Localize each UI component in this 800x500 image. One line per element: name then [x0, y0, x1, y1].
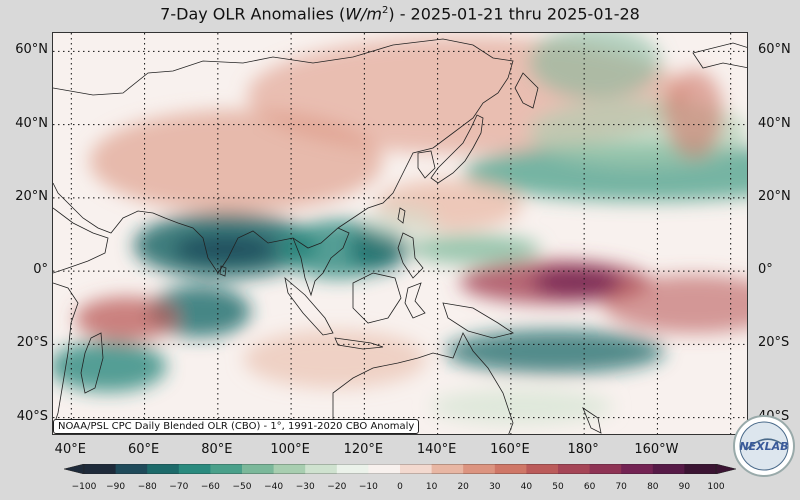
latitude-label: 20°N [15, 188, 48, 204]
colorbar-tick-label: −20 [327, 482, 347, 492]
colorbar-segment [494, 464, 527, 474]
colorbar-segment [589, 464, 622, 474]
colorbar-tick-label: −90 [106, 482, 126, 492]
anomaly-region [532, 267, 621, 297]
colorbar-tick-label: −30 [295, 482, 315, 492]
latitude-label: 0° [33, 262, 48, 278]
longitude-label: 140°E [416, 442, 457, 457]
latitude-label: 40°N [15, 115, 48, 131]
longitude-label: 80°E [201, 442, 233, 457]
anomaly-region [89, 109, 383, 213]
longitude-label: 60°E [127, 442, 160, 457]
colorbar-segment [178, 464, 211, 474]
colorbar-segment [526, 464, 559, 474]
colorbar-tick-label: 20 [457, 482, 469, 492]
latitude-label: 40°S [16, 408, 48, 424]
colorbar-segment [336, 464, 369, 474]
nexlab-logo: NEXLAB [733, 415, 795, 477]
colorbar-tick-label: 10 [425, 482, 438, 492]
data-source-note: NOAA/PSL CPC Daily Blended OLR (CBO) - 1… [53, 419, 420, 434]
colorbar-segment [684, 464, 717, 474]
colorbar-segment [463, 464, 496, 474]
anomaly-region [430, 388, 614, 426]
anomaly-region [408, 234, 541, 264]
colorbar-tick-label: 50 [552, 482, 564, 492]
colorbar-tick-label: 100 [707, 482, 725, 492]
latitude-label: 40°N [758, 115, 791, 131]
latitude-label: 60°N [758, 42, 791, 58]
colorbar-tick-label: −40 [264, 482, 284, 492]
coastlines [53, 38, 747, 434]
colorbar-segment [242, 464, 275, 474]
longitude-label: 180° [567, 442, 599, 457]
colorbar-segment [305, 464, 338, 474]
colorbar-segment [273, 464, 306, 474]
map-title: 7-Day OLR Anomalies (W/m2) - 2025-01-21 … [160, 4, 640, 24]
colorbar-tick-label: 0 [397, 482, 403, 492]
logo-text: NEXLAB [739, 440, 788, 453]
colorbar-tick-label: −100 [71, 482, 97, 492]
colorbar-segment [368, 464, 401, 474]
anomaly-region [444, 329, 665, 374]
colorbar-segment [431, 464, 464, 474]
colorbar-tick-label: 30 [489, 482, 501, 492]
colorbar-tick-label: −70 [169, 482, 189, 492]
colorbar-tick-label: 80 [647, 482, 659, 492]
anomaly-region [53, 340, 167, 393]
anomaly-region [529, 33, 662, 99]
anomaly-region [173, 234, 277, 264]
colorbar-segment [210, 464, 243, 474]
graticule [53, 33, 747, 434]
colorbar [64, 464, 736, 474]
latitude-label: 20°N [758, 188, 791, 204]
colorbar-segment [115, 464, 148, 474]
latitude-label: 20°S [16, 335, 48, 351]
longitude-label: 120°E [343, 442, 384, 457]
colorbar-tick-label: −50 [232, 482, 252, 492]
colorbar-segment [84, 464, 117, 474]
latitude-label: 0° [758, 262, 773, 278]
colorbar-tick-label: −60 [200, 482, 220, 492]
colorbar-segment [652, 464, 685, 474]
latitude-label: 20°S [758, 335, 790, 351]
anomaly-region [602, 274, 747, 334]
anomaly-region [664, 69, 724, 158]
colorbar-tick-label: 60 [583, 482, 596, 492]
colorbar-tick-label: −10 [358, 482, 378, 492]
longitude-label: 160°W [634, 442, 679, 457]
anomaly-field [53, 33, 747, 426]
colorbar-segment [400, 464, 433, 474]
colorbar-min-extend [64, 464, 85, 474]
colorbar-tick-label: −80 [137, 482, 157, 492]
colorbar-tick-label: 90 [678, 482, 691, 492]
colorbar-segment [558, 464, 591, 474]
colorbar-tick-label: 70 [615, 482, 627, 492]
colorbar-segment [147, 464, 180, 474]
anomaly-region [74, 296, 178, 341]
anomaly-map [52, 32, 748, 435]
longitude-label: 100°E [270, 442, 310, 457]
colorbar-segment [621, 464, 654, 474]
latitude-label: 60°N [15, 42, 48, 58]
colorbar-tick-label: 40 [520, 482, 533, 492]
longitude-label: 40°E [54, 442, 86, 457]
colorbar-frame [83, 464, 717, 474]
anomaly-region [364, 205, 438, 242]
longitude-label: 160°E [490, 442, 530, 457]
